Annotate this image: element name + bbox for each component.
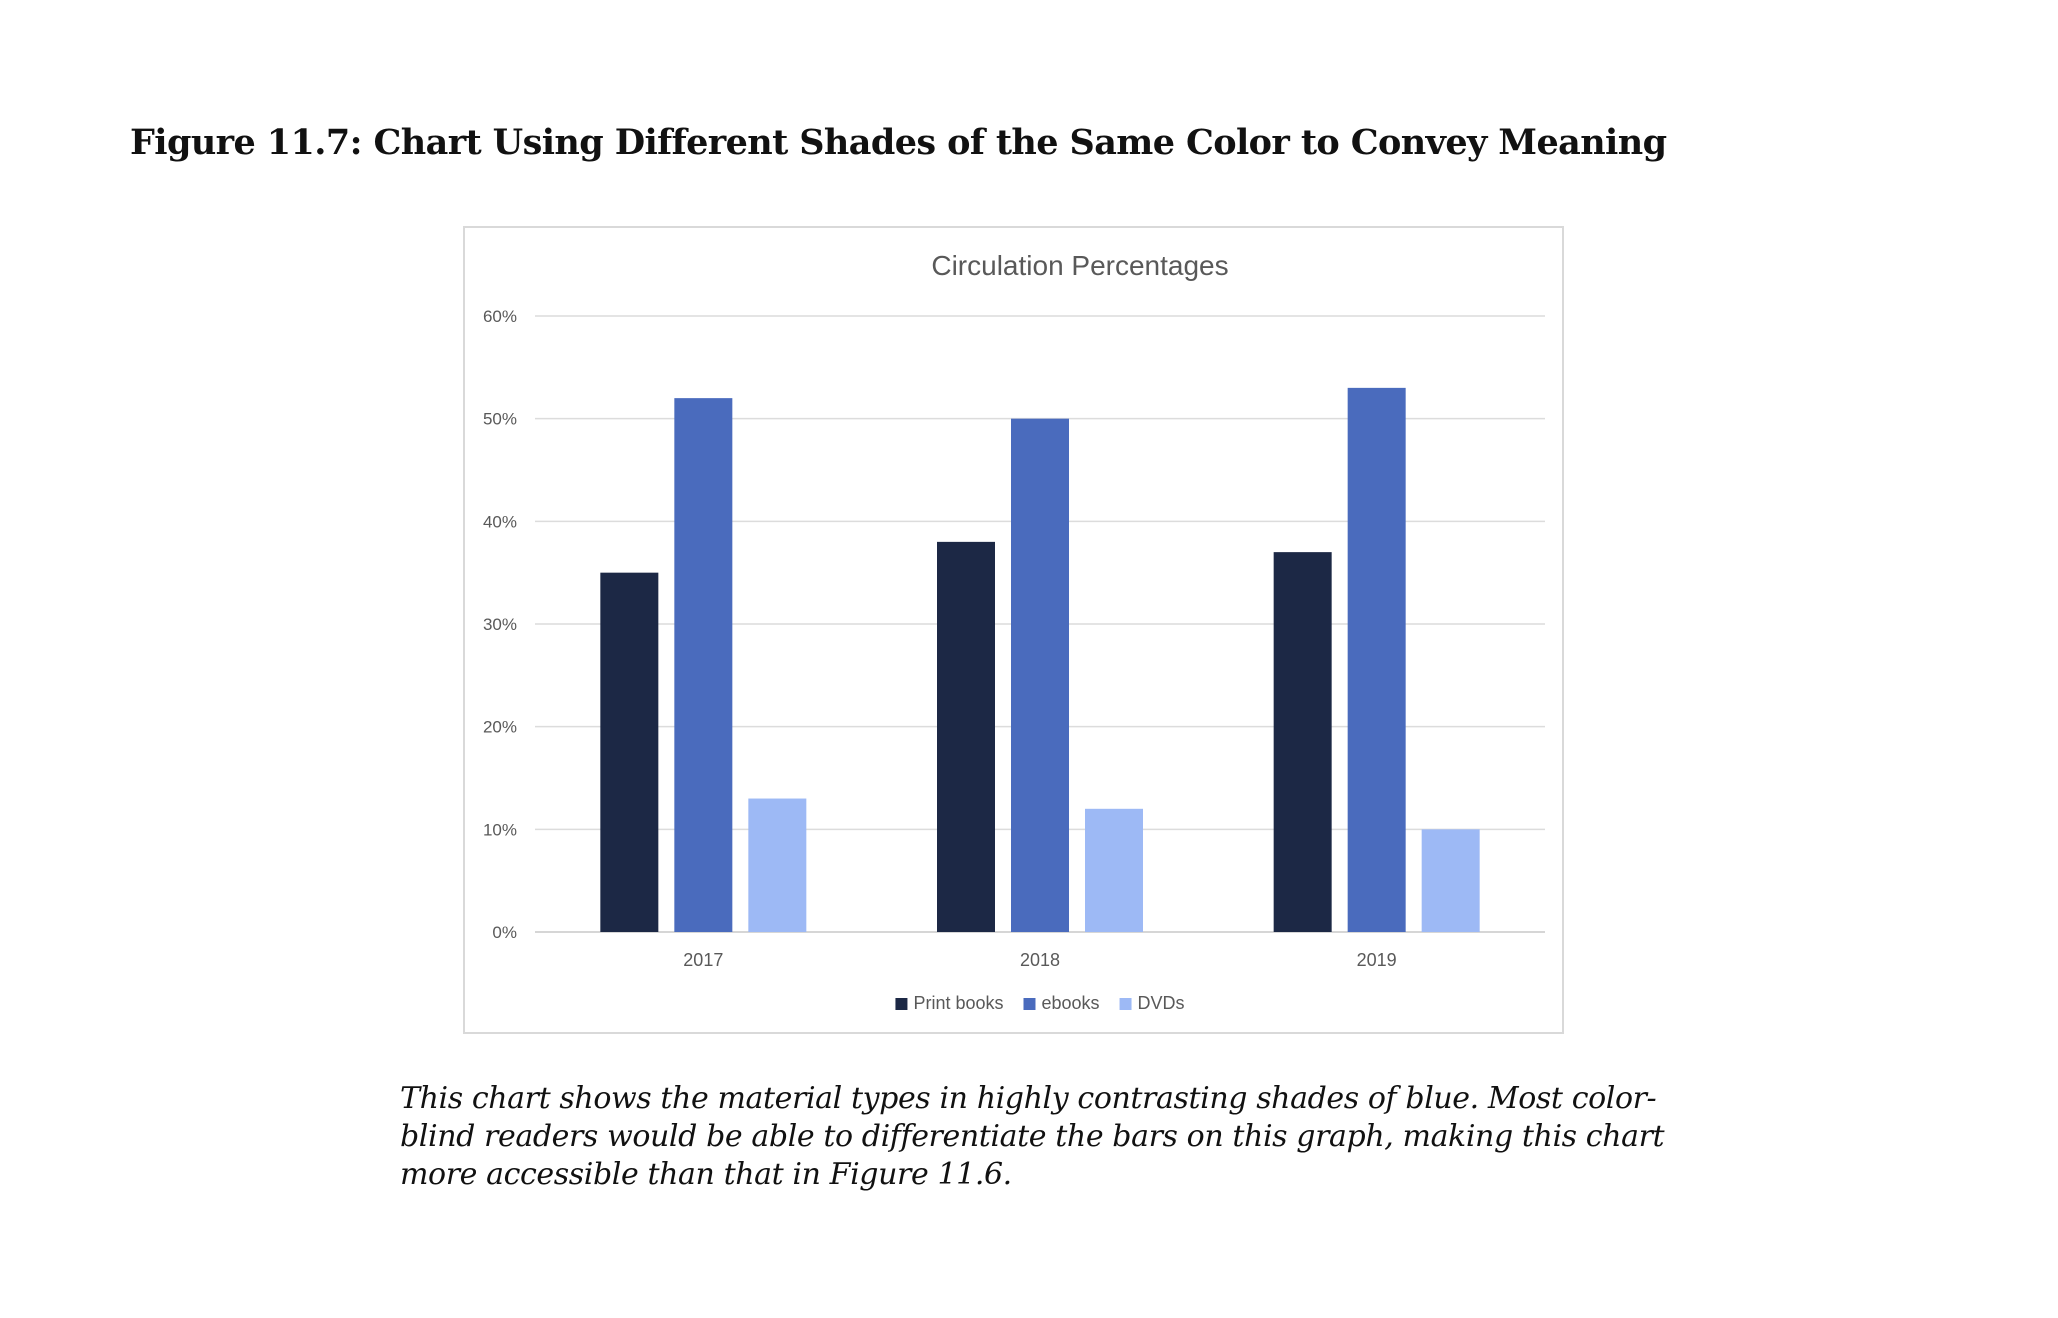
- bar-ebooks-2019: [1347, 387, 1406, 932]
- chart-title: Circulation Percentages: [931, 250, 1228, 281]
- y-tick-label: 0%: [492, 923, 517, 942]
- bar-ebooks-2018: [1011, 418, 1069, 932]
- chart-frame: Circulation Percentages 0% 10% 20% 30% 40% 50…: [463, 226, 1564, 1034]
- legend-swatch: [895, 998, 908, 1010]
- y-axis-ticks: 0% 10% 20% 30% 40% 50% 60%: [483, 307, 517, 942]
- legend-item: DVDs: [1119, 993, 1185, 1013]
- legend-item: ebooks: [1023, 993, 1100, 1013]
- bar-print-books-2017: [600, 572, 659, 932]
- y-tick-label: 60%: [483, 307, 517, 326]
- y-tick-label: 30%: [483, 615, 517, 634]
- figure-title: Figure 11.7: Chart Using Different Shade…: [130, 122, 1667, 163]
- bar-ebooks-2017: [674, 398, 733, 933]
- bar-dvds-2017: [748, 798, 807, 932]
- x-axis-ticks: 2017 2018 2019: [683, 950, 1396, 970]
- bar-dvds-2019: [1421, 829, 1480, 932]
- bar-dvds-2018: [1085, 808, 1143, 932]
- figure-caption: This chart shows the material types in h…: [400, 1081, 1665, 1192]
- x-tick-label: 2019: [1357, 950, 1397, 970]
- y-tick-label: 20%: [483, 718, 517, 737]
- legend-label: Print books: [913, 993, 1003, 1013]
- bars: [600, 387, 1480, 933]
- legend-label: ebooks: [1041, 993, 1099, 1013]
- x-tick-label: 2018: [1020, 950, 1060, 970]
- legend-item: Print books: [895, 993, 1003, 1013]
- legend-swatch: [1023, 998, 1036, 1010]
- y-tick-label: 40%: [483, 512, 517, 531]
- legend: Print books ebooks DVDs: [895, 993, 1185, 1013]
- legend-swatch: [1119, 998, 1132, 1010]
- bar-print-books-2018: [937, 541, 995, 932]
- bar-chart: Circulation Percentages 0% 10% 20% 30% 40% 50…: [483, 250, 1545, 1013]
- y-tick-label: 10%: [483, 820, 517, 839]
- x-tick-label: 2017: [683, 950, 723, 970]
- legend-label: DVDs: [1138, 993, 1185, 1013]
- bar-print-books-2019: [1273, 552, 1332, 932]
- y-tick-label: 50%: [483, 410, 517, 429]
